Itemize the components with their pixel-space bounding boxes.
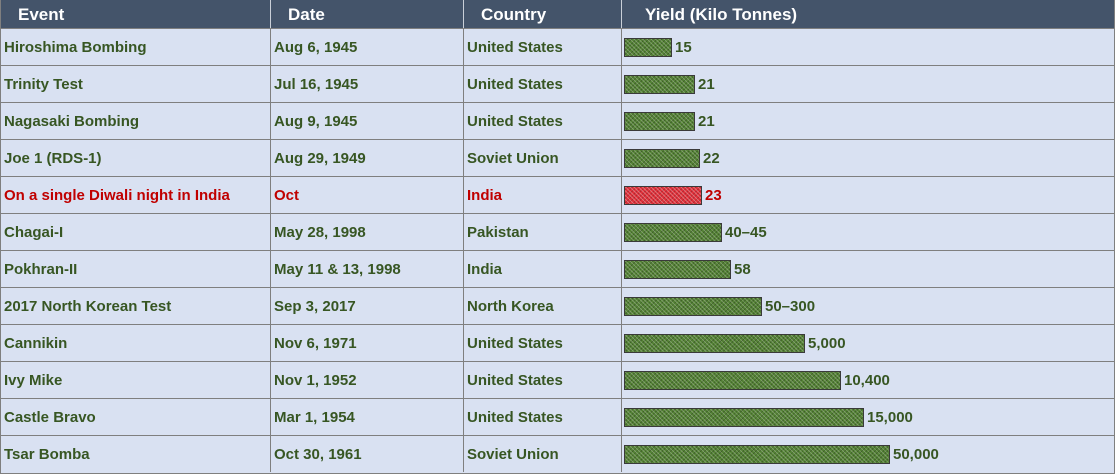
date-cell: Sep 3, 2017 (271, 288, 464, 324)
yield-label: 50–300 (765, 297, 816, 315)
yield-bar (624, 296, 762, 316)
yield-bar (624, 37, 672, 57)
yield-cell: 40–45 (622, 214, 1114, 250)
date-cell: Aug 9, 1945 (271, 103, 464, 139)
date-cell: Aug 29, 1949 (271, 140, 464, 176)
date-cell: May 28, 1998 (271, 214, 464, 250)
country-cell: United States (464, 29, 622, 65)
event-cell: Nagasaki Bombing (1, 103, 271, 139)
yield-cell: 21 (622, 66, 1114, 102)
table-header: Event Date Country Yield (Kilo Tonnes) (1, 0, 1114, 29)
yield-bar (624, 148, 700, 168)
event-cell: Joe 1 (RDS-1) (1, 140, 271, 176)
yield-cell: 22 (622, 140, 1114, 176)
event-cell: Chagai-I (1, 214, 271, 250)
table-row: Pokhran-II May 11 & 13, 1998 India 58 (1, 251, 1114, 288)
country-cell: United States (464, 325, 622, 361)
event-cell: On a single Diwali night in India (1, 177, 271, 213)
date-cell: Mar 1, 1954 (271, 399, 464, 435)
yield-cell: 23 (622, 177, 1114, 213)
event-cell: Tsar Bomba (1, 436, 271, 472)
table-row: Joe 1 (RDS-1) Aug 29, 1949 Soviet Union 22 (1, 140, 1114, 177)
event-cell: Castle Bravo (1, 399, 271, 435)
yield-label: 21 (698, 112, 715, 130)
yield-label: 10,400 (844, 371, 890, 389)
yield-cell: 58 (622, 251, 1114, 287)
event-cell: Trinity Test (1, 66, 271, 102)
yield-bar (624, 259, 731, 279)
country-cell: India (464, 177, 622, 213)
header-event: Event (1, 0, 271, 28)
date-cell: Oct (271, 177, 464, 213)
date-cell: Nov 1, 1952 (271, 362, 464, 398)
yield-bar (624, 407, 864, 427)
yield-label: 15,000 (867, 408, 913, 426)
country-cell: Soviet Union (464, 436, 622, 472)
table-row: On a single Diwali night in India Oct Indi… (1, 177, 1114, 214)
yield-bar (624, 333, 805, 353)
country-cell: United States (464, 66, 622, 102)
date-cell: Oct 30, 1961 (271, 436, 464, 472)
header-country: Country (464, 0, 622, 28)
event-cell: Pokhran-II (1, 251, 271, 287)
yield-cell: 15,000 (622, 399, 1114, 435)
table-row: Chagai-I May 28, 1998 Pakistan 40–45 (1, 214, 1114, 251)
yield-cell: 50,000 (622, 436, 1114, 472)
yield-bar (624, 74, 695, 94)
yield-bar (624, 185, 702, 205)
yield-cell: 15 (622, 29, 1114, 65)
table-row: Ivy Mike Nov 1, 1952 United States 10,400 (1, 362, 1114, 399)
header-date: Date (271, 0, 464, 28)
date-cell: Nov 6, 1971 (271, 325, 464, 361)
country-cell: United States (464, 103, 622, 139)
table-body: Hiroshima Bombing Aug 6, 1945 United State… (1, 29, 1114, 472)
table-row: Nagasaki Bombing Aug 9, 1945 United States… (1, 103, 1114, 140)
table-row: Tsar Bomba Oct 30, 1961 Soviet Union 50,000 (1, 436, 1114, 472)
country-cell: Pakistan (464, 214, 622, 250)
yield-label: 50,000 (893, 445, 939, 463)
yield-bar (624, 370, 841, 390)
yield-label: 15 (675, 38, 692, 56)
yield-cell: 5,000 (622, 325, 1114, 361)
yield-bar (624, 444, 890, 464)
table-row: Castle Bravo Mar 1, 1954 United States 15,0… (1, 399, 1114, 436)
country-cell: India (464, 251, 622, 287)
event-cell: Cannikin (1, 325, 271, 361)
table-row: 2017 North Korean Test Sep 3, 2017 North K… (1, 288, 1114, 325)
yield-cell: 21 (622, 103, 1114, 139)
table-row: Cannikin Nov 6, 1971 United States 5,000 (1, 325, 1114, 362)
date-cell: Jul 16, 1945 (271, 66, 464, 102)
country-cell: United States (464, 362, 622, 398)
event-cell: Ivy Mike (1, 362, 271, 398)
country-cell: North Korea (464, 288, 622, 324)
yield-label: 40–45 (725, 223, 767, 241)
yield-cell: 10,400 (622, 362, 1114, 398)
yield-label: 58 (734, 260, 751, 278)
yield-bar (624, 111, 695, 131)
yield-label: 5,000 (808, 334, 846, 352)
table-row: Hiroshima Bombing Aug 6, 1945 United State… (1, 29, 1114, 66)
yield-label: 21 (698, 75, 715, 93)
date-cell: May 11 & 13, 1998 (271, 251, 464, 287)
header-yield: Yield (Kilo Tonnes) (645, 4, 798, 24)
table-row: Trinity Test Jul 16, 1945 United States 21 (1, 66, 1114, 103)
country-cell: United States (464, 399, 622, 435)
date-cell: Aug 6, 1945 (271, 29, 464, 65)
country-cell: Soviet Union (464, 140, 622, 176)
yield-cell: 50–300 (622, 288, 1114, 324)
event-cell: Hiroshima Bombing (1, 29, 271, 65)
yield-label: 22 (703, 149, 720, 167)
event-cell: 2017 North Korean Test (1, 288, 271, 324)
yield-label: 23 (705, 186, 722, 204)
yield-bar (624, 222, 722, 242)
